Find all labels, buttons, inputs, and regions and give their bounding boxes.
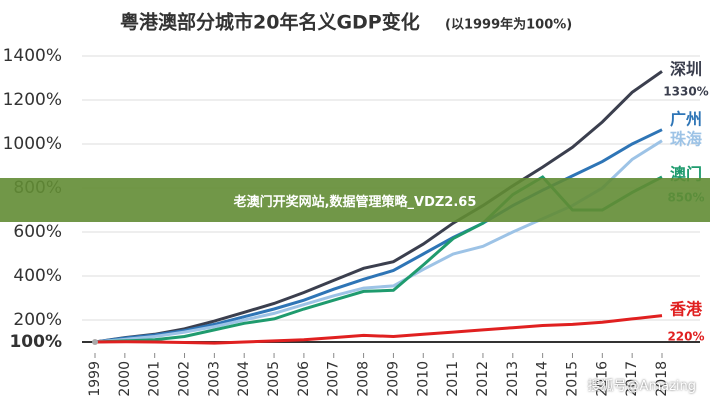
x-tick-label: 2015 <box>564 361 580 397</box>
y-tick-label: 400% <box>13 266 62 286</box>
legend-label: 广州 <box>670 110 702 129</box>
x-tick-label: 2010 <box>415 361 431 397</box>
x-tick-label: 2016 <box>594 361 610 397</box>
legend-label: 香港 <box>669 300 703 319</box>
x-tick-label: 2000 <box>117 361 133 397</box>
line <box>94 139 663 344</box>
y-tick-label: 1400% <box>3 46 62 66</box>
banner: 老澳门开奖网站,数据管理策略_VDZ2.65 <box>0 178 710 222</box>
x-tick-label: 1999 <box>87 361 103 397</box>
legend-label: 深圳 <box>670 60 702 79</box>
x-tick-label: 2002 <box>177 361 193 397</box>
x-tick-label: 2017 <box>624 361 640 397</box>
y-tick-label: 200% <box>13 310 62 330</box>
x-tick-label: 2007 <box>326 361 342 397</box>
value-label: 220% <box>667 330 704 344</box>
y-tick-label: 1000% <box>3 134 62 154</box>
chart-subtitle: (以1999年为100%) <box>445 17 572 33</box>
y-tick-label: 1200% <box>3 90 62 110</box>
chart-title: 粤港澳部分城市20年名义GDP变化 <box>120 11 420 34</box>
x-tick-label: 2014 <box>535 361 551 397</box>
x-tick-label: 2005 <box>266 361 282 397</box>
y-tick-label: 100% <box>9 332 62 352</box>
x-tick-label: 2012 <box>475 361 491 397</box>
value-label: 1330% <box>663 85 708 99</box>
x-tick-label: 2018 <box>654 361 670 397</box>
line <box>94 314 663 345</box>
watermark: 搜狐号@Amazing <box>587 379 696 394</box>
legend-label: 珠海 <box>670 130 702 149</box>
x-tick-label: 2008 <box>356 361 372 397</box>
line <box>94 70 663 344</box>
x-tick-label: 2011 <box>445 361 461 397</box>
x-tick-label: 2013 <box>505 361 521 397</box>
origin-dot <box>92 339 98 345</box>
x-tick-label: 2004 <box>236 361 252 397</box>
line <box>94 128 663 344</box>
x-tick-label: 2006 <box>296 361 312 397</box>
x-tick-label: 2009 <box>385 361 401 397</box>
y-tick-label: 600% <box>13 222 62 242</box>
x-tick-label: 2001 <box>147 361 163 397</box>
x-tick-label: 2003 <box>206 361 222 397</box>
